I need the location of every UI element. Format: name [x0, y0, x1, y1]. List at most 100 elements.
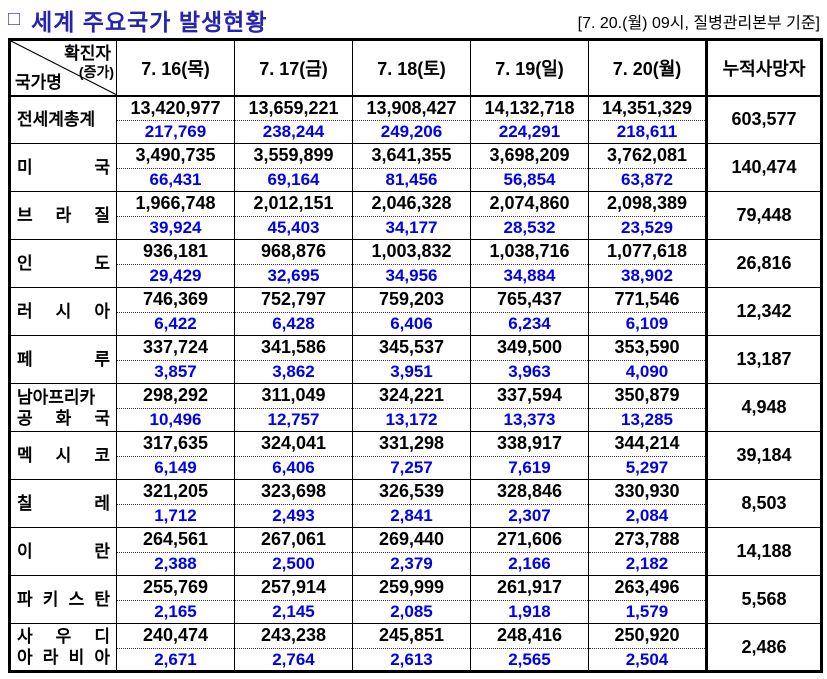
daily-increase-count: 32,695 — [235, 263, 352, 286]
daily-increase-count: 224,291 — [471, 120, 588, 142]
cumulative-confirmed-count: 2,074,860 — [489, 193, 570, 213]
cumulative-confirmed-count: 311,049 — [261, 385, 326, 405]
cumulative-deaths-cell: 12,342 — [705, 287, 822, 336]
daily-stats-cell: 250,920 2,504 — [588, 623, 707, 672]
daily-increase-count: 34,956 — [353, 263, 470, 286]
daily-increase-count: 3,862 — [235, 359, 352, 382]
cumulative-confirmed-count: 271,606 — [496, 529, 563, 549]
daily-increase-count: 56,854 — [471, 167, 588, 190]
daily-increase-count: 28,532 — [471, 215, 588, 238]
country-name-cell: 미 국 — [9, 143, 117, 192]
daily-stats-cell: 2,074,860 28,532 — [470, 191, 589, 240]
cumulative-confirmed-count: 324,221 — [378, 385, 445, 405]
cumulative-confirmed-count: 2,012,151 — [253, 193, 334, 213]
daily-increase-count: 217,769 — [117, 120, 234, 142]
daily-increase-count: 238,244 — [235, 120, 352, 142]
page-title: □ 세계 주요국가 발생현황 — [8, 3, 267, 37]
cumulative-confirmed-count: 968,876 — [260, 241, 327, 261]
cumulative-confirmed-count: 321,205 — [142, 481, 209, 501]
daily-stats-cell: 248,416 2,565 — [470, 623, 589, 672]
cumulative-confirmed-count: 349,500 — [496, 337, 563, 357]
cumulative-confirmed-count: 3,641,355 — [371, 145, 452, 165]
daily-increase-count: 3,857 — [117, 359, 234, 382]
daily-stats-cell: 3,490,735 66,431 — [116, 143, 235, 192]
country-name-line: 페 루 — [17, 350, 110, 369]
corner-header-cell: 확진자 (증가) 국가명 — [9, 39, 117, 97]
cumulative-confirmed-count: 324,041 — [260, 433, 327, 453]
daily-increase-count: 218,611 — [589, 120, 705, 142]
daily-increase-count: 12,757 — [235, 407, 352, 430]
cumulative-confirmed-count: 248,416 — [496, 625, 563, 645]
daily-stats-cell: 968,876 32,695 — [234, 239, 353, 288]
daily-increase-count: 2,145 — [235, 599, 352, 622]
daily-stats-cell: 2,046,328 34,177 — [352, 191, 471, 240]
daily-stats-cell: 353,590 4,090 — [588, 335, 707, 384]
daily-increase-count: 81,456 — [353, 167, 470, 190]
daily-increase-count: 29,429 — [117, 263, 234, 286]
country-name-line: 아 라 비 아 — [17, 648, 110, 667]
daily-increase-count: 38,902 — [589, 263, 705, 286]
cumulative-deaths-cell: 14,188 — [705, 527, 822, 576]
cumulative-deaths-cell: 2,486 — [705, 623, 822, 672]
daily-increase-count: 34,177 — [353, 215, 470, 238]
daily-increase-count: 39,924 — [117, 215, 234, 238]
cumulative-confirmed-count: 273,788 — [614, 529, 680, 549]
daily-stats-cell: 330,930 2,084 — [588, 479, 707, 528]
daily-increase-count: 2,504 — [589, 647, 705, 670]
daily-increase-count: 13,285 — [589, 407, 705, 430]
daily-stats-cell: 341,586 3,862 — [234, 335, 353, 384]
cumulative-confirmed-count: 14,132,718 — [484, 97, 575, 118]
daily-stats-cell: 323,698 2,493 — [234, 479, 353, 528]
cumulative-confirmed-count: 1,077,618 — [606, 241, 688, 261]
cumulative-confirmed-count: 752,797 — [260, 289, 327, 309]
page-header: □ 세계 주요국가 발생현황 [7. 20.(월) 09시, 질병관리본부 기준… — [8, 3, 820, 37]
country-name-line: 이 란 — [17, 542, 110, 561]
country-name-line: 미 국 — [17, 158, 110, 177]
cumulative-confirmed-count: 771,546 — [614, 289, 680, 309]
daily-increase-count: 4,090 — [589, 359, 705, 382]
cumulative-deaths-cell: 603,577 — [705, 95, 822, 144]
daily-increase-count: 2,493 — [235, 503, 352, 526]
daily-stats-cell: 324,041 6,406 — [234, 431, 353, 480]
cumulative-confirmed-count: 338,917 — [496, 433, 563, 453]
daily-stats-cell: 3,641,355 81,456 — [352, 143, 471, 192]
daily-stats-cell: 1,038,716 34,884 — [470, 239, 589, 288]
table-row: 칠 레 321,205 1,712 323,698 2,493 326,539 2,841 3… — [9, 479, 822, 528]
daily-increase-count: 1,918 — [471, 599, 588, 622]
daily-increase-count: 2,565 — [471, 647, 588, 670]
country-name-line: 남아프리카 — [17, 387, 96, 407]
daily-increase-count: 1,712 — [117, 503, 234, 526]
daily-stats-cell: 3,698,209 56,854 — [470, 143, 589, 192]
daily-stats-cell: 752,797 6,428 — [234, 287, 353, 336]
date-column-header: 7. 20(월) — [588, 39, 707, 97]
cumulative-confirmed-count: 331,298 — [378, 433, 445, 453]
daily-stats-cell: 746,369 6,422 — [116, 287, 235, 336]
country-name-line: 칠 레 — [17, 494, 110, 513]
table-row: 파 키 스 탄 255,769 2,165 257,914 2,145 259,999 2,… — [9, 575, 822, 624]
daily-stats-cell: 263,496 1,579 — [588, 575, 707, 624]
country-name-line: 멕 시 코 — [17, 446, 110, 465]
table-row: 이 란 264,561 2,388 267,061 2,500 269,440 2,379 2… — [9, 527, 822, 576]
daily-increase-count: 2,165 — [117, 599, 234, 622]
daily-stats-cell: 765,437 6,234 — [470, 287, 589, 336]
table-header-row: 확진자 (증가) 국가명 7. 16(목) 7. 17(금) 7. 18(토) 7. … — [9, 39, 822, 97]
daily-increase-count: 2,841 — [353, 503, 470, 526]
daily-increase-count: 6,234 — [471, 311, 588, 334]
daily-increase-count: 6,406 — [353, 311, 470, 334]
cumulative-confirmed-count: 3,762,081 — [606, 145, 688, 165]
daily-stats-cell: 326,539 2,841 — [352, 479, 471, 528]
daily-increase-count: 2,182 — [589, 551, 705, 574]
country-name-line: 사 우 디 — [17, 627, 110, 646]
cumulative-confirmed-count: 263,496 — [614, 577, 680, 597]
daily-stats-cell: 349,500 3,963 — [470, 335, 589, 384]
daily-increase-count: 66,431 — [117, 167, 234, 190]
daily-increase-count: 1,579 — [589, 599, 705, 622]
table-row: 미 국 3,490,735 66,431 3,559,899 69,164 3,641,3… — [9, 143, 822, 192]
cumulative-deaths-cell: 4,948 — [705, 383, 822, 432]
daily-stats-cell: 13,908,427 249,206 — [352, 95, 471, 144]
table-row: 멕 시 코 317,635 6,149 324,041 6,406 331,298 7,25… — [9, 431, 822, 480]
cumulative-confirmed-count: 746,369 — [142, 289, 209, 309]
daily-increase-count: 6,406 — [235, 455, 352, 478]
daily-increase-count: 13,373 — [471, 407, 588, 430]
